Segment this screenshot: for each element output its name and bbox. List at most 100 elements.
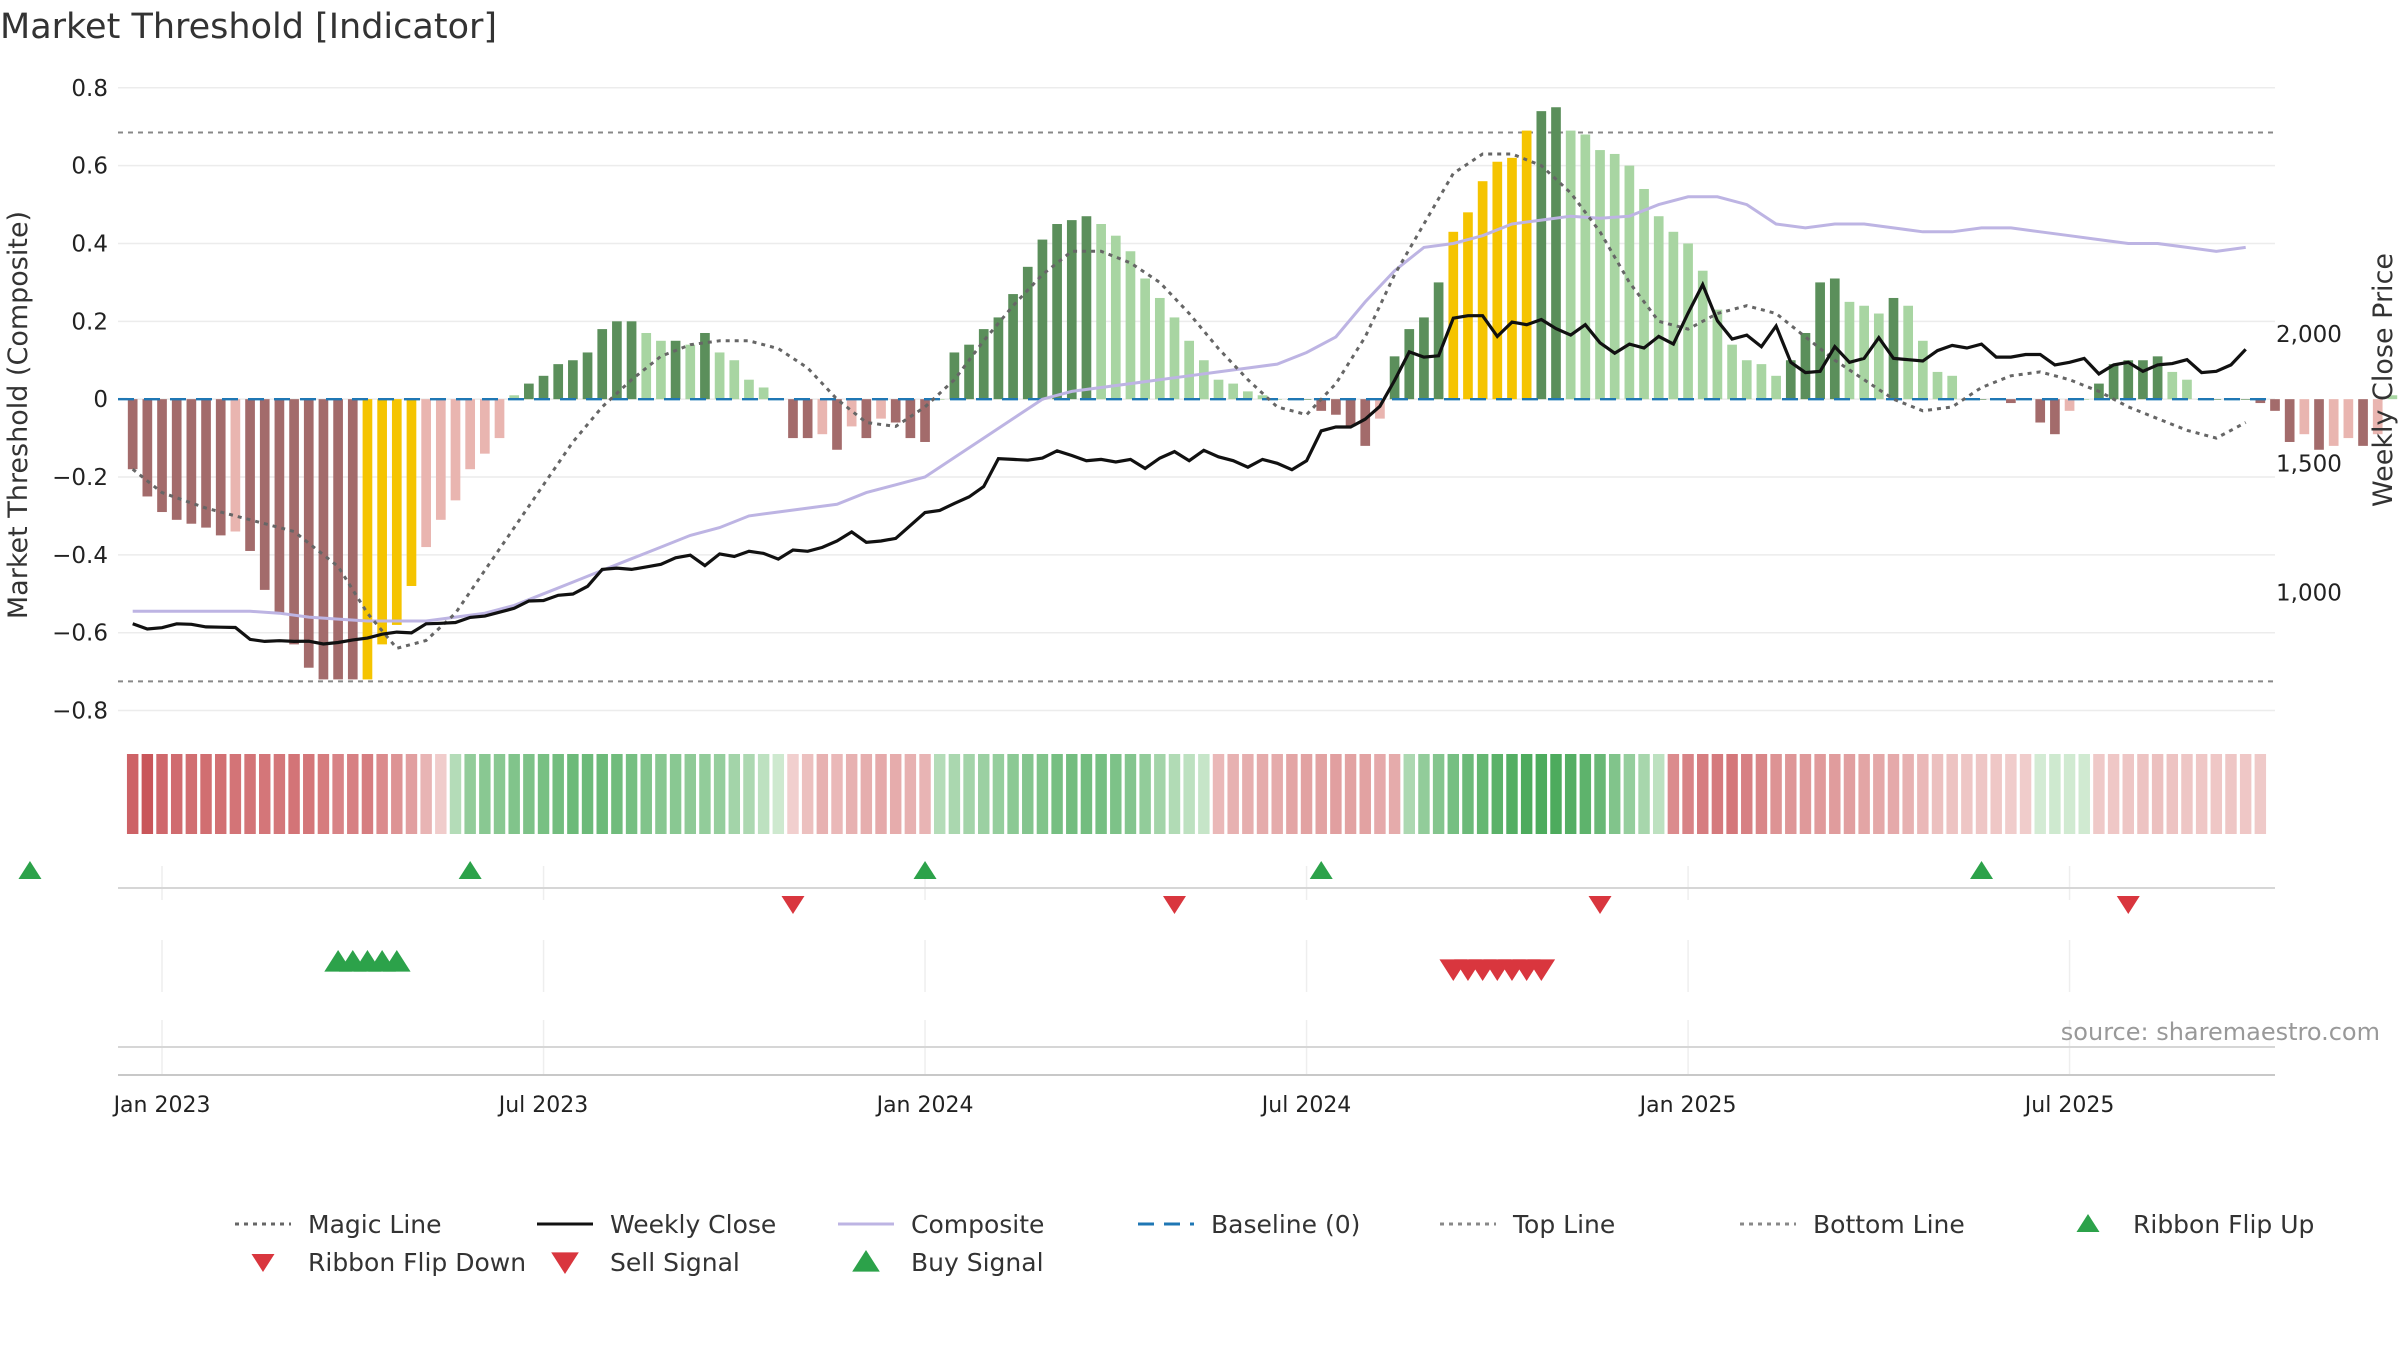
ribbon-cell: [669, 754, 682, 834]
histogram-bar: [2182, 379, 2192, 400]
source-credit: source: sharemaestro.com: [2061, 1018, 2380, 1046]
histogram-bar: [2050, 399, 2060, 435]
histogram-bar: [817, 399, 828, 435]
histogram-bar: [2284, 399, 2295, 442]
histogram-bar: [1052, 224, 1062, 400]
ribbon-cell: [1931, 754, 1944, 834]
histogram-bar: [978, 329, 989, 400]
buy-signal-marker: [382, 950, 411, 972]
histogram-bar: [201, 399, 211, 528]
histogram-bar: [1140, 278, 1150, 400]
ribbon-cell: [1887, 754, 1900, 834]
ribbon-cell: [1271, 754, 1283, 834]
histogram-bar: [1888, 297, 1899, 400]
histogram-bar: [993, 317, 1004, 400]
x-tick-label: Jan 2025: [1638, 1093, 1737, 1118]
y2-tick-label: 1,000: [2276, 581, 2342, 607]
ribbon-cell: [288, 754, 300, 834]
ribbon-cell: [303, 754, 315, 834]
histogram-bar: [347, 399, 358, 680]
histogram-bar: [171, 399, 182, 520]
legend-label: Buy Signal: [911, 1248, 1044, 1277]
ribbon-cell: [1814, 754, 1826, 834]
ribbon-cell: [200, 754, 212, 834]
histogram-bar: [303, 399, 314, 668]
histogram-bar: [524, 383, 534, 400]
histogram-bar: [1536, 111, 1547, 400]
ribbon-cell: [1520, 754, 1533, 834]
ribbon-cell: [2034, 754, 2046, 834]
legend-label: Ribbon Flip Up: [2133, 1210, 2314, 1239]
ribbon-cell: [611, 754, 623, 834]
histogram-bar: [1198, 360, 1209, 400]
histogram-bar: [2108, 364, 2119, 400]
x-tick-label: Jul 2023: [497, 1093, 589, 1118]
signal-panel: [161, 940, 2071, 992]
ribbon-flip-up-marker: [1970, 861, 1994, 879]
histogram-bar: [494, 399, 505, 439]
histogram-bar: [1228, 383, 1239, 400]
ribbon-cell: [1564, 754, 1577, 834]
x-tick-label: Jul 2025: [2023, 1093, 2115, 1118]
histogram-bar: [1609, 153, 1620, 400]
histogram-bar: [377, 399, 387, 645]
histogram-bar: [421, 399, 431, 548]
composite-line: [132, 195, 2246, 623]
ribbon-cell: [655, 754, 667, 834]
histogram-bar: [450, 399, 461, 501]
ribbon-flip-panel: [18, 861, 2275, 914]
histogram-bar: [1110, 235, 1121, 400]
ribbon-cell: [2210, 754, 2223, 834]
histogram-bar: [1815, 282, 1825, 400]
weekly-close-line: [132, 280, 2247, 646]
histogram-bar: [832, 399, 842, 450]
ribbon-cell: [1652, 754, 1665, 834]
ribbon-cell: [1403, 754, 1415, 834]
ribbon-cell: [2166, 754, 2179, 834]
ribbon-cell: [1344, 754, 1357, 834]
ribbon-cell: [1843, 754, 1856, 834]
histogram-bar: [964, 344, 974, 400]
ribbon-cell: [1212, 754, 1225, 834]
histogram-bar: [1521, 130, 1532, 400]
ribbon-cell: [1623, 754, 1636, 834]
legend-label: Weekly Close: [610, 1210, 776, 1239]
ribbon-cell: [757, 754, 770, 834]
histogram-bar: [1492, 161, 1503, 400]
ribbon-cell: [787, 754, 799, 834]
ribbon-cell: [1946, 754, 1958, 834]
histogram-bar: [1917, 340, 1928, 400]
ribbon-cell: [185, 754, 198, 834]
ribbon-cell: [1315, 754, 1327, 834]
ribbon-cell: [317, 754, 330, 834]
ribbon-cell: [772, 754, 785, 834]
ribbon-cell: [1198, 754, 1210, 834]
histogram-bar: [553, 364, 564, 400]
ribbon-cell: [1638, 754, 1650, 834]
ribbon-cell: [259, 754, 271, 834]
ribbon-cell: [1007, 754, 1019, 834]
ribbon-cell: [963, 754, 975, 834]
histogram-bar: [406, 399, 417, 586]
histogram-bar: [597, 329, 608, 400]
histogram-bar: [1301, 399, 1312, 400]
histogram-bar: [1829, 278, 1840, 400]
histogram-bar: [2372, 399, 2383, 435]
ribbon-cell: [214, 754, 227, 834]
y-tick-label: −0.4: [52, 543, 108, 569]
histogram-bar: [1844, 301, 1855, 400]
histogram-bar: [656, 340, 666, 400]
histogram-bar: [1595, 150, 1605, 400]
histogram-bar: [1976, 399, 1987, 400]
legend-label: Bottom Line: [1813, 1210, 1965, 1239]
ribbon-cell: [1095, 754, 1107, 834]
histogram-bar: [714, 352, 725, 400]
histogram-bar: [2035, 399, 2046, 423]
legend-label: Magic Line: [308, 1210, 442, 1239]
ribbon-flip-up-marker: [1309, 861, 1333, 879]
histogram-bar: [1345, 399, 1356, 427]
histogram-bar: [700, 332, 710, 400]
y-tick-label: −0.2: [52, 465, 108, 491]
legend-label: Sell Signal: [610, 1248, 740, 1277]
